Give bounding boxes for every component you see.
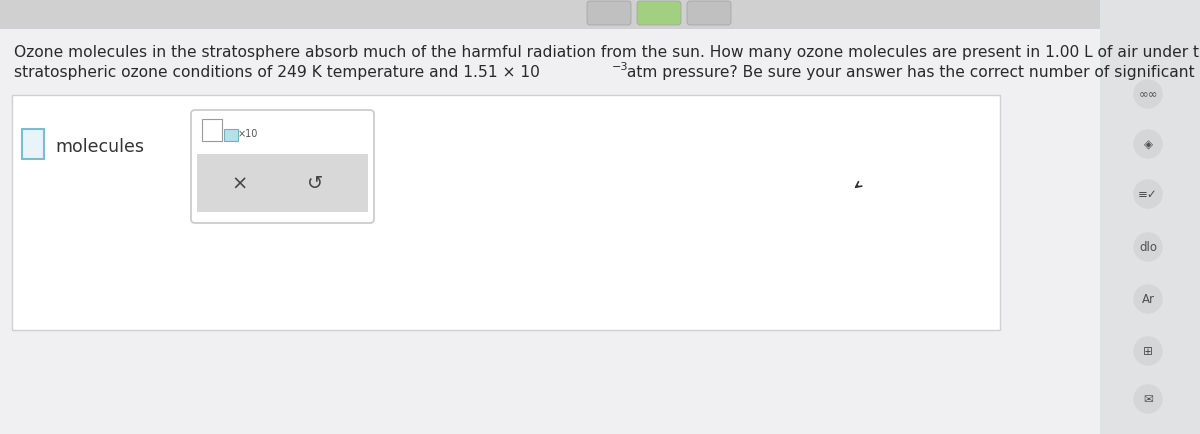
Text: ◈: ◈: [1144, 138, 1152, 151]
FancyBboxPatch shape: [191, 111, 374, 224]
Text: ×: ×: [232, 174, 248, 193]
Circle shape: [1134, 337, 1162, 365]
Circle shape: [1134, 285, 1162, 313]
FancyBboxPatch shape: [587, 2, 631, 26]
FancyBboxPatch shape: [0, 30, 1100, 434]
Text: ⊞: ⊞: [1144, 345, 1153, 358]
Circle shape: [1134, 233, 1162, 261]
Text: atm pressure? Be sure your answer has the correct number of significant digits.: atm pressure? Be sure your answer has th…: [622, 65, 1200, 80]
Text: −3: −3: [612, 62, 629, 72]
Text: Ozone molecules in the stratosphere absorb much of the harmful radiation from th: Ozone molecules in the stratosphere abso…: [14, 45, 1200, 60]
Circle shape: [1134, 181, 1162, 208]
Text: dlo: dlo: [1139, 241, 1157, 254]
Text: ×10: ×10: [238, 129, 258, 139]
Text: ∞∞: ∞∞: [1139, 88, 1158, 101]
Circle shape: [1134, 385, 1162, 413]
Circle shape: [1134, 131, 1162, 159]
FancyBboxPatch shape: [1100, 0, 1200, 434]
Text: molecules: molecules: [55, 138, 144, 156]
Text: Ar: Ar: [1141, 293, 1154, 306]
FancyBboxPatch shape: [12, 96, 1000, 330]
FancyBboxPatch shape: [202, 120, 222, 141]
Circle shape: [1134, 81, 1162, 109]
FancyBboxPatch shape: [637, 2, 682, 26]
FancyBboxPatch shape: [0, 0, 1200, 30]
FancyBboxPatch shape: [197, 155, 368, 213]
Text: ↺: ↺: [307, 174, 323, 193]
FancyBboxPatch shape: [22, 130, 44, 160]
FancyBboxPatch shape: [224, 130, 238, 141]
Text: ≡✓: ≡✓: [1138, 188, 1158, 201]
Text: stratospheric ozone conditions of 249 K temperature and 1.51 × 10: stratospheric ozone conditions of 249 K …: [14, 65, 540, 80]
Text: ✉: ✉: [1144, 393, 1153, 405]
FancyBboxPatch shape: [686, 2, 731, 26]
